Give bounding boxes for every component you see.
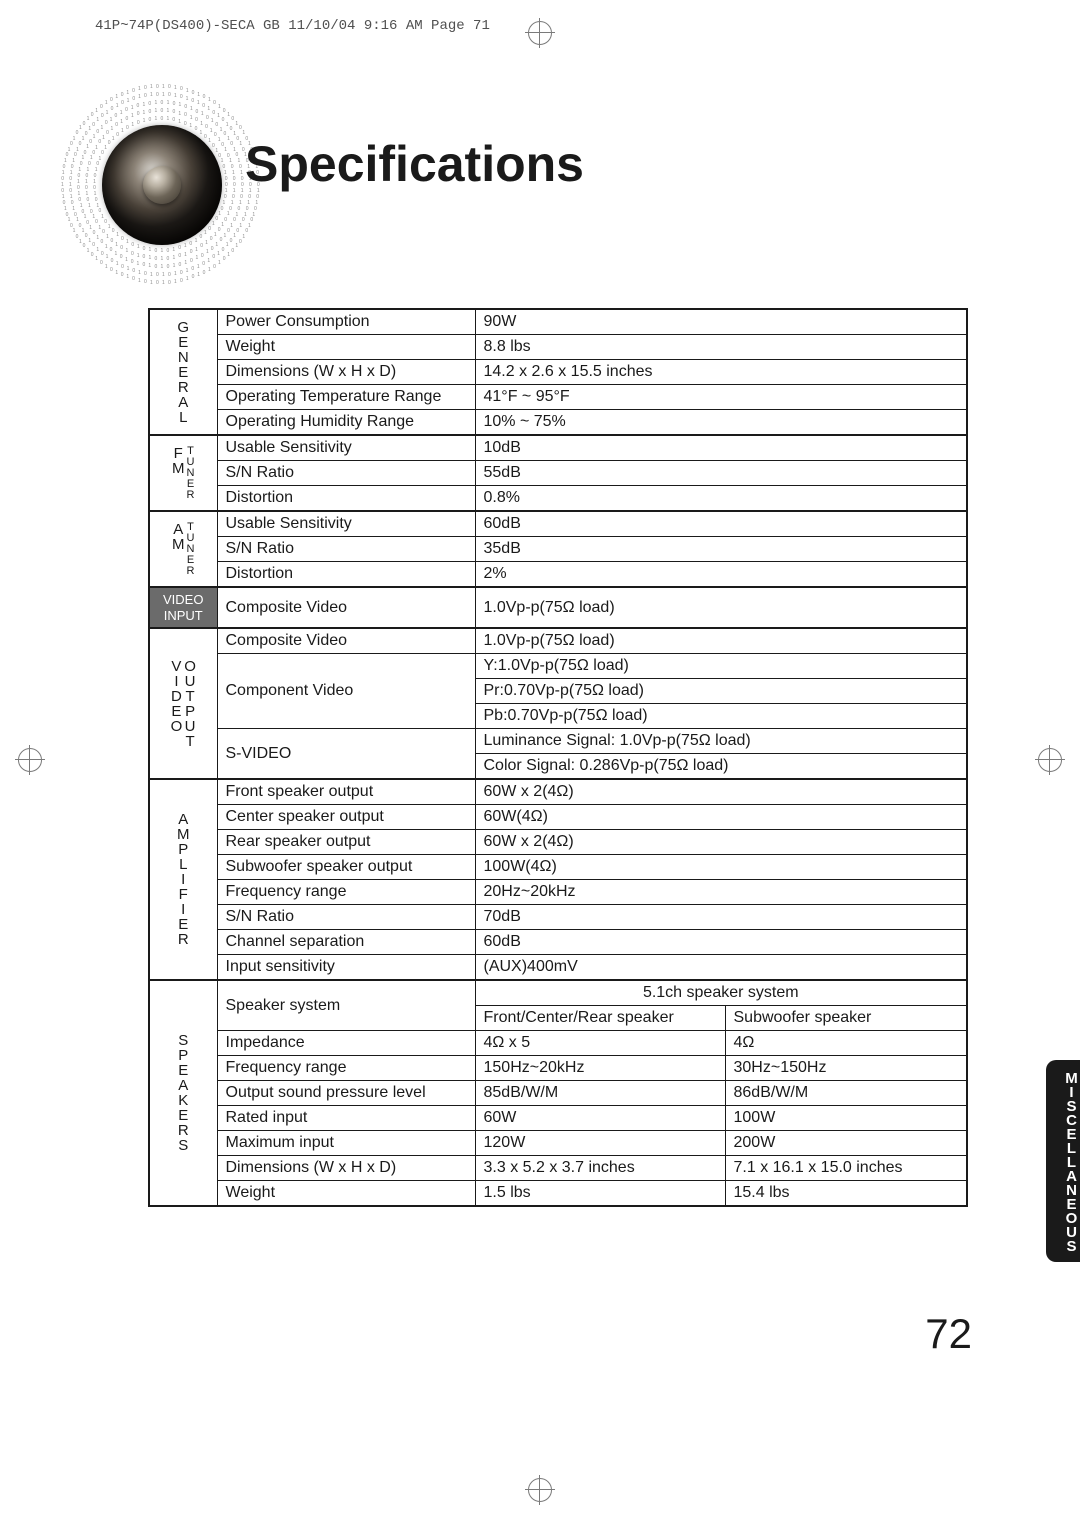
value: Color Signal: 0.286Vp-p(75Ω load) <box>475 754 967 780</box>
label: Component Video <box>217 654 475 729</box>
cat-speakers: SPEAKERS <box>149 980 217 1206</box>
label: Subwoofer speaker output <box>217 855 475 880</box>
cat-general: GENERAL <box>149 309 217 435</box>
value: 120W <box>475 1131 725 1156</box>
value: 10% ~ 75% <box>475 410 967 436</box>
value: 8.8 lbs <box>475 335 967 360</box>
page-number: 72 <box>925 1310 972 1358</box>
value: 41°F ~ 95°F <box>475 385 967 410</box>
label: Speaker system <box>217 980 475 1031</box>
value: 60W x 2(4Ω) <box>475 779 967 805</box>
value: 20Hz~20kHz <box>475 880 967 905</box>
value: (AUX)400mV <box>475 955 967 981</box>
value: 2% <box>475 562 967 588</box>
value: 3.3 x 5.2 x 3.7 inches <box>475 1156 725 1181</box>
label: Frequency range <box>217 1056 475 1081</box>
value: 35dB <box>475 537 967 562</box>
value: 60W <box>475 1106 725 1131</box>
value: Y:1.0Vp-p(75Ω load) <box>475 654 967 679</box>
value: 4Ω x 5 <box>475 1031 725 1056</box>
cat-video-input: VIDEOINPUT <box>149 587 217 628</box>
label: S/N Ratio <box>217 537 475 562</box>
label: Composite Video <box>217 587 475 628</box>
label: Input sensitivity <box>217 955 475 981</box>
specifications-table: GENERAL Power Consumption 90W Weight8.8 … <box>148 308 968 1207</box>
cat-am-tuner: AM TUNER <box>149 511 217 587</box>
value: 7.1 x 16.1 x 15.0 inches <box>725 1156 967 1181</box>
label: Composite Video <box>217 628 475 654</box>
value: 70dB <box>475 905 967 930</box>
value: 60W x 2(4Ω) <box>475 830 967 855</box>
crop-mark-right <box>1035 745 1065 775</box>
label: Distortion <box>217 562 475 588</box>
label: Output sound pressure level <box>217 1081 475 1106</box>
page-title: Specifications <box>245 135 584 193</box>
value: 60dB <box>475 930 967 955</box>
label: Center speaker output <box>217 805 475 830</box>
value: 1.0Vp-p(75Ω load) <box>475 628 967 654</box>
value: 85dB/W/M <box>475 1081 725 1106</box>
label: Channel separation <box>217 930 475 955</box>
value: 60W(4Ω) <box>475 805 967 830</box>
label: Rated input <box>217 1106 475 1131</box>
value: Pr:0.70Vp-p(75Ω load) <box>475 679 967 704</box>
value: 10dB <box>475 435 967 461</box>
label: Operating Humidity Range <box>217 410 475 436</box>
label: Frequency range <box>217 880 475 905</box>
label: Front speaker output <box>217 779 475 805</box>
doc-header-info: 41P~74P(DS400)-SECA GB 11/10/04 9:16 AM … <box>95 18 490 34</box>
value: 15.4 lbs <box>725 1181 967 1207</box>
value: 5.1ch speaker system <box>475 980 967 1006</box>
label: Power Consumption <box>217 309 475 335</box>
label: Rear speaker output <box>217 830 475 855</box>
label: Weight <box>217 335 475 360</box>
speaker-graphic: 0101010101010101010101010101010101010101… <box>62 85 262 285</box>
label: Dimensions (W x H x D) <box>217 360 475 385</box>
column-header: Subwoofer speaker <box>725 1006 967 1031</box>
column-header: Front/Center/Rear speaker <box>475 1006 725 1031</box>
value: 86dB/W/M <box>725 1081 967 1106</box>
crop-mark-bottom <box>525 1475 555 1505</box>
label: Weight <box>217 1181 475 1207</box>
label: S-VIDEO <box>217 729 475 780</box>
value: 60dB <box>475 511 967 537</box>
value: 150Hz~20kHz <box>475 1056 725 1081</box>
value: 200W <box>725 1131 967 1156</box>
value: Luminance Signal: 1.0Vp-p(75Ω load) <box>475 729 967 754</box>
label: Usable Sensitivity <box>217 511 475 537</box>
crop-mark-top <box>525 18 555 48</box>
label: Usable Sensitivity <box>217 435 475 461</box>
speaker-icon <box>102 125 222 245</box>
cat-video-output: VIDEO OUTPUT <box>149 628 217 779</box>
value: 55dB <box>475 461 967 486</box>
label: Maximum input <box>217 1131 475 1156</box>
label: Dimensions (W x H x D) <box>217 1156 475 1181</box>
cat-amplifier: AMPLIFIER <box>149 779 217 980</box>
value: 14.2 x 2.6 x 15.5 inches <box>475 360 967 385</box>
value: 1.5 lbs <box>475 1181 725 1207</box>
value: 0.8% <box>475 486 967 512</box>
value: 100W(4Ω) <box>475 855 967 880</box>
label: Operating Temperature Range <box>217 385 475 410</box>
crop-mark-left <box>15 745 45 775</box>
value: 4Ω <box>725 1031 967 1056</box>
value: 1.0Vp-p(75Ω load) <box>475 587 967 628</box>
cat-fm-tuner: FM TUNER <box>149 435 217 511</box>
label: Impedance <box>217 1031 475 1056</box>
value: 90W <box>475 309 967 335</box>
label: S/N Ratio <box>217 905 475 930</box>
value: 30Hz~150Hz <box>725 1056 967 1081</box>
value: Pb:0.70Vp-p(75Ω load) <box>475 704 967 729</box>
label: Distortion <box>217 486 475 512</box>
value: 100W <box>725 1106 967 1131</box>
section-tab-miscellaneous: MISCELLANEOUS <box>1046 1060 1080 1262</box>
label: S/N Ratio <box>217 461 475 486</box>
